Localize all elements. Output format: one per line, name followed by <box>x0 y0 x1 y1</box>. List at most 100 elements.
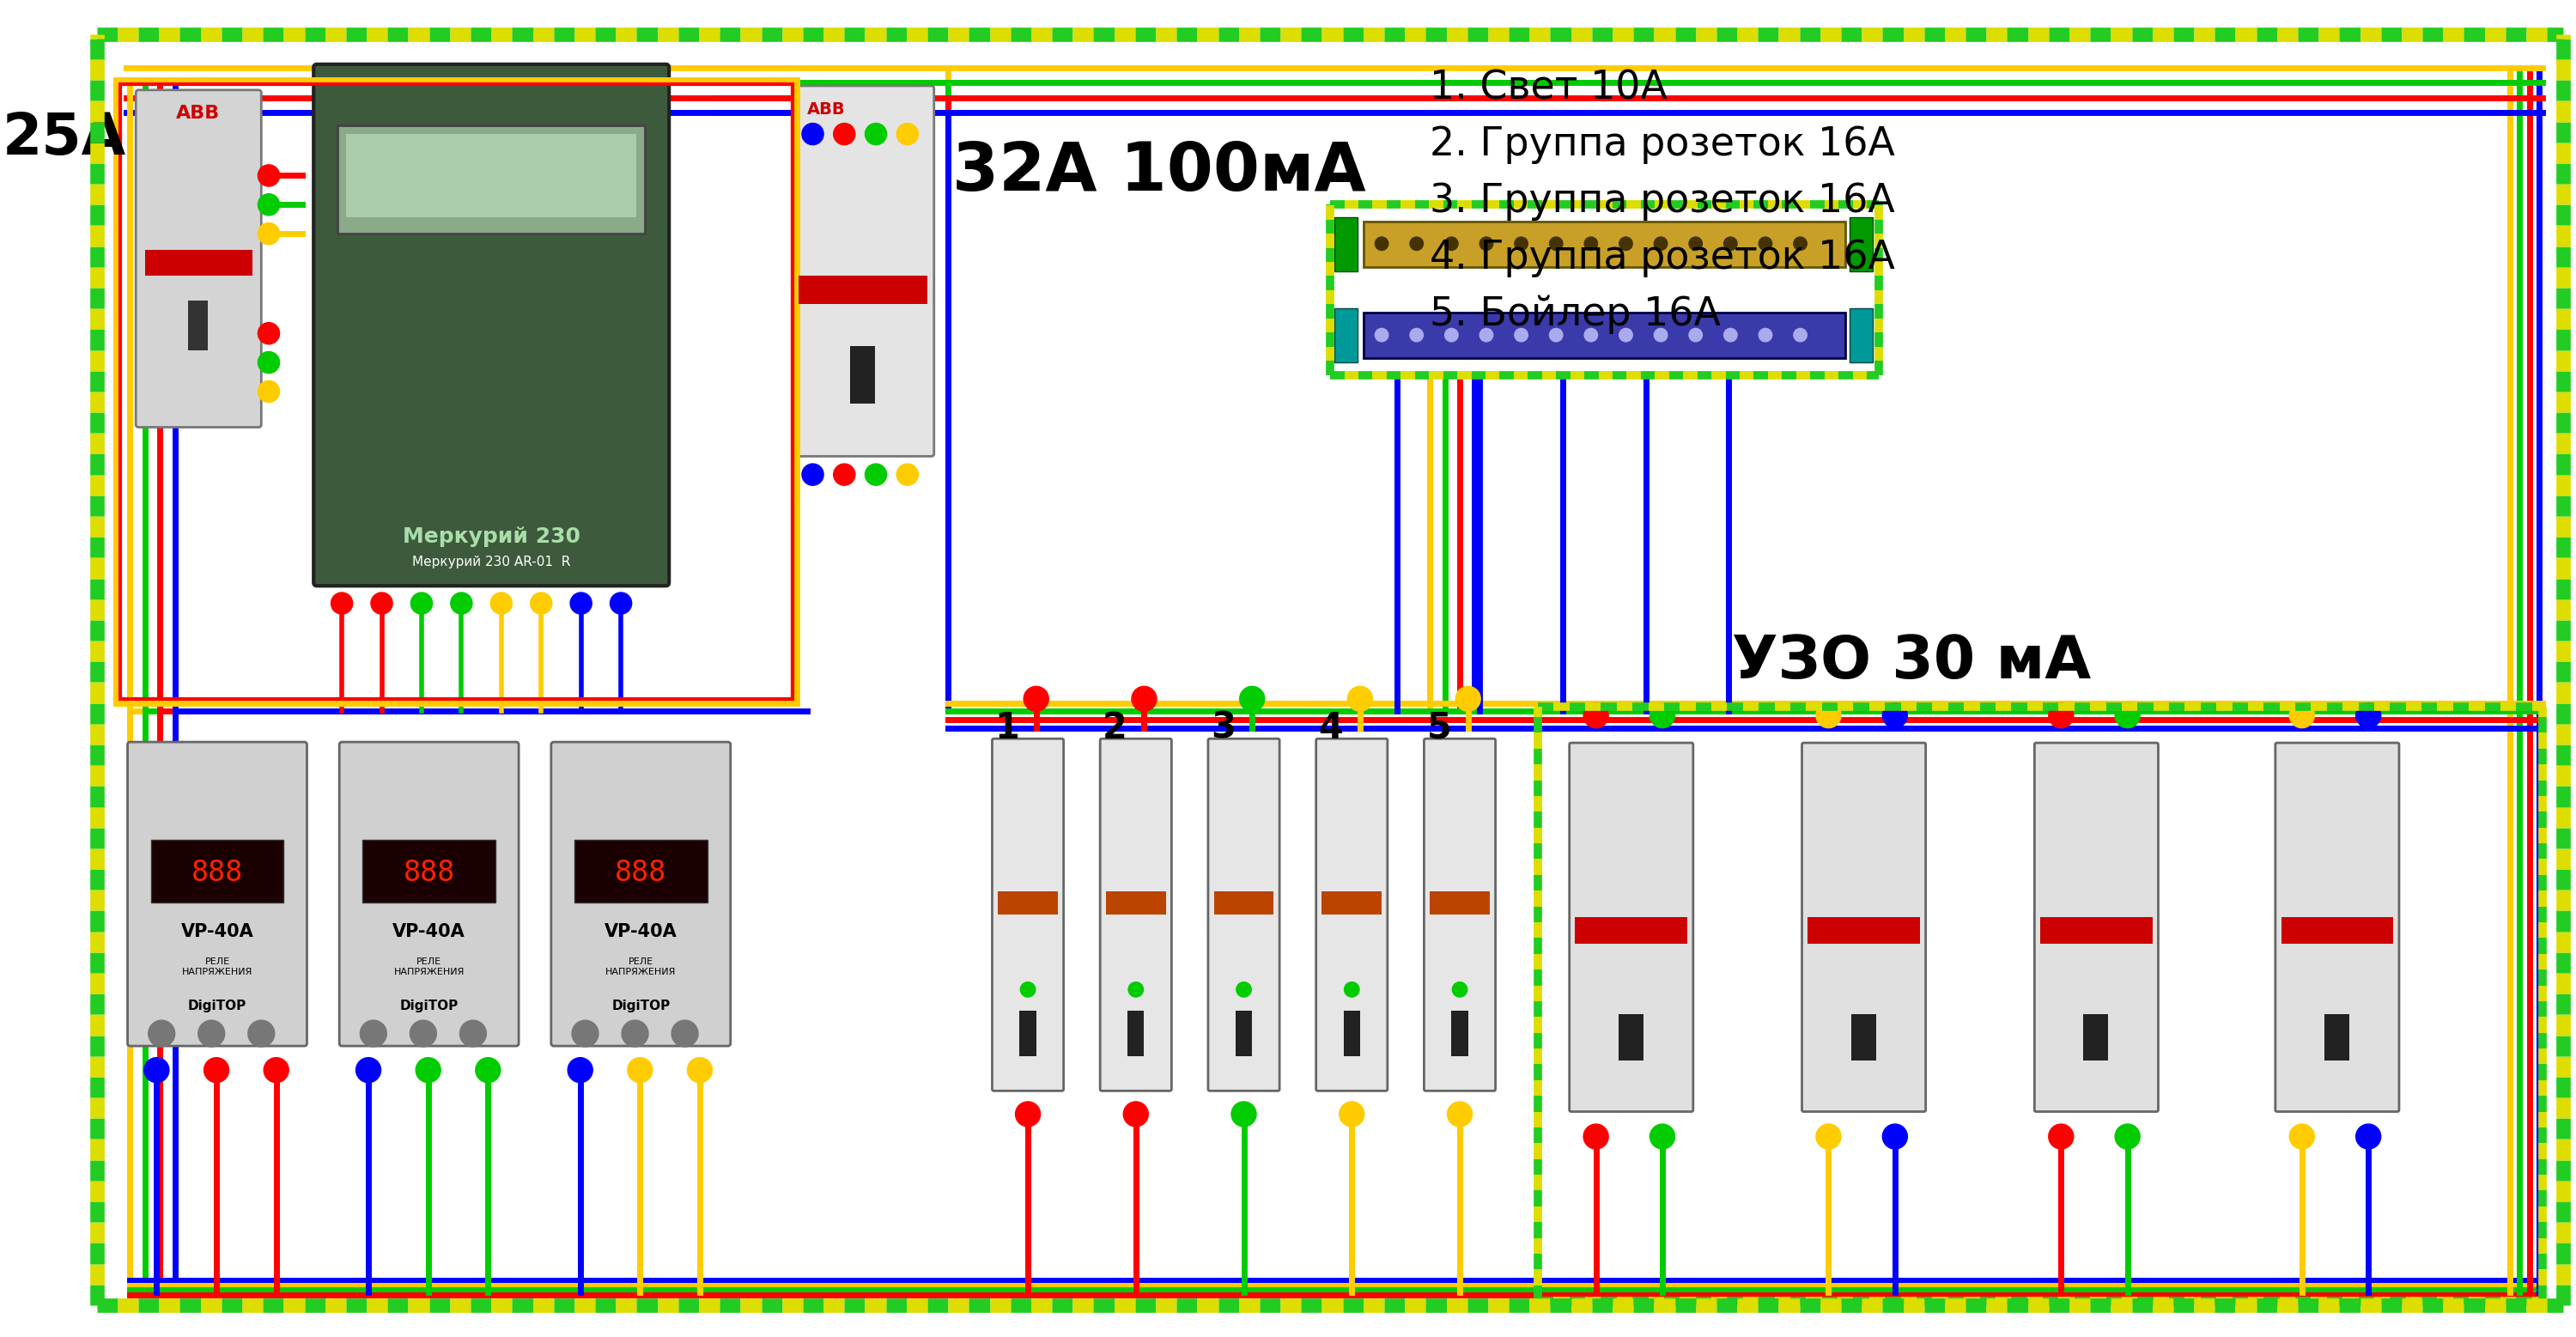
Text: 2: 2 <box>1103 710 1128 746</box>
Bar <box>152 840 283 902</box>
Circle shape <box>1340 1102 1365 1127</box>
Bar <box>2282 917 2393 944</box>
Text: 2. Группа розеток 16А: 2. Группа розеток 16А <box>1430 126 1896 164</box>
Circle shape <box>204 1058 229 1083</box>
Circle shape <box>1020 983 1036 997</box>
Circle shape <box>1723 329 1736 342</box>
Bar <box>1321 892 1381 915</box>
Circle shape <box>1445 237 1458 250</box>
Circle shape <box>1816 703 1842 727</box>
Circle shape <box>866 464 886 485</box>
Circle shape <box>672 1020 698 1047</box>
FancyBboxPatch shape <box>1569 743 1692 1111</box>
Circle shape <box>2115 703 2141 727</box>
Bar <box>188 299 209 350</box>
Circle shape <box>1883 703 1906 727</box>
Text: 5: 5 <box>1427 710 1450 746</box>
FancyBboxPatch shape <box>314 64 670 586</box>
Bar <box>799 275 927 305</box>
Circle shape <box>258 352 281 373</box>
FancyBboxPatch shape <box>1803 743 1927 1111</box>
Bar <box>1363 313 1844 358</box>
Bar <box>1334 217 1358 271</box>
Bar <box>1618 1015 1643 1060</box>
FancyBboxPatch shape <box>1208 738 1280 1091</box>
Bar <box>1450 1011 1468 1056</box>
Circle shape <box>1345 983 1360 997</box>
Circle shape <box>1793 329 1806 342</box>
Circle shape <box>2357 703 2380 727</box>
Bar <box>1213 892 1273 915</box>
Bar <box>144 250 252 275</box>
Circle shape <box>371 592 392 614</box>
Circle shape <box>1455 686 1481 711</box>
Text: УЗО 30 мА: УЗО 30 мА <box>1731 632 2092 690</box>
Circle shape <box>361 1020 386 1047</box>
Circle shape <box>1347 686 1373 711</box>
Text: 3. Группа розеток 16А: 3. Группа розеток 16А <box>1430 182 1896 221</box>
Circle shape <box>459 1020 487 1047</box>
Text: 5. Бойлер 16А: 5. Бойлер 16А <box>1430 294 1721 334</box>
Circle shape <box>531 592 551 614</box>
Bar <box>345 134 636 217</box>
Text: DigiTOP: DigiTOP <box>188 1000 247 1012</box>
Text: РЕЛЕ
НАПРЯЖЕНИЯ: РЕЛЕ НАПРЯЖЕНИЯ <box>605 957 675 976</box>
Text: 1. Свет 10А: 1. Свет 10А <box>1430 70 1667 108</box>
FancyBboxPatch shape <box>551 742 732 1046</box>
Circle shape <box>1448 1102 1473 1127</box>
Circle shape <box>1239 686 1265 711</box>
Circle shape <box>1515 237 1528 250</box>
Circle shape <box>2357 1124 2380 1148</box>
Circle shape <box>835 464 855 485</box>
Circle shape <box>896 123 917 144</box>
Circle shape <box>1128 983 1144 997</box>
Circle shape <box>1793 237 1806 250</box>
Circle shape <box>263 1058 289 1083</box>
Circle shape <box>1453 983 1468 997</box>
Bar <box>1850 309 1873 362</box>
Circle shape <box>258 381 281 402</box>
Circle shape <box>1515 329 1528 342</box>
Circle shape <box>621 1020 649 1047</box>
FancyBboxPatch shape <box>2035 743 2159 1111</box>
Circle shape <box>1620 329 1633 342</box>
Bar <box>1852 1015 1875 1060</box>
Circle shape <box>866 123 886 144</box>
Circle shape <box>1584 329 1597 342</box>
Circle shape <box>1883 1124 1906 1148</box>
Text: 888: 888 <box>402 860 456 888</box>
Bar <box>116 80 796 703</box>
Circle shape <box>572 1020 598 1047</box>
Circle shape <box>1651 1124 1674 1148</box>
Circle shape <box>451 592 471 614</box>
Text: РЕЛЕ
НАПРЯЖЕНИЯ: РЕЛЕ НАПРЯЖЕНИЯ <box>394 957 464 976</box>
Circle shape <box>1584 1124 1607 1148</box>
Circle shape <box>801 123 824 144</box>
Circle shape <box>1584 703 1607 727</box>
Bar <box>2084 1015 2107 1060</box>
Circle shape <box>1376 329 1388 342</box>
Circle shape <box>1654 329 1667 342</box>
Text: ABB: ABB <box>806 102 845 118</box>
Circle shape <box>1015 1102 1041 1127</box>
FancyBboxPatch shape <box>1425 738 1497 1091</box>
Circle shape <box>1690 329 1703 342</box>
Circle shape <box>1690 237 1703 250</box>
FancyBboxPatch shape <box>1316 738 1388 1091</box>
Circle shape <box>1236 983 1252 997</box>
Circle shape <box>1723 237 1736 250</box>
Bar <box>574 840 708 902</box>
Text: 1: 1 <box>994 710 1020 746</box>
Circle shape <box>2048 703 2074 727</box>
FancyBboxPatch shape <box>340 742 518 1046</box>
Circle shape <box>1759 237 1772 250</box>
Bar <box>1020 1011 1036 1056</box>
FancyBboxPatch shape <box>992 738 1064 1091</box>
Bar <box>1128 1011 1144 1056</box>
Text: Меркурий 230 AR-01  R: Меркурий 230 AR-01 R <box>412 555 569 568</box>
Circle shape <box>1816 1124 1842 1148</box>
Circle shape <box>144 1058 170 1083</box>
FancyBboxPatch shape <box>791 86 935 456</box>
Bar <box>1105 892 1167 915</box>
Circle shape <box>258 194 281 215</box>
